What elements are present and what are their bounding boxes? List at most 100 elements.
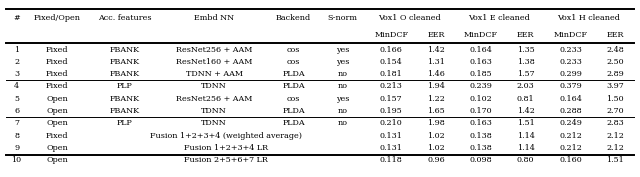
Text: FBANK: FBANK xyxy=(109,95,140,103)
Text: PLDA: PLDA xyxy=(282,70,305,78)
Text: 2: 2 xyxy=(14,58,19,66)
Text: 0.098: 0.098 xyxy=(470,156,492,164)
Text: cos: cos xyxy=(287,95,300,103)
Text: MinDCF: MinDCF xyxy=(464,31,498,39)
Text: 2.50: 2.50 xyxy=(607,58,624,66)
Text: cos: cos xyxy=(287,45,300,54)
Text: 0.160: 0.160 xyxy=(559,156,582,164)
Text: 0.96: 0.96 xyxy=(427,156,445,164)
Text: 10: 10 xyxy=(12,156,22,164)
Text: Vox1 H cleaned: Vox1 H cleaned xyxy=(557,14,620,22)
Text: EER: EER xyxy=(428,31,445,39)
Text: 0.379: 0.379 xyxy=(559,82,582,90)
Text: 0.157: 0.157 xyxy=(380,95,403,103)
Text: Fixed: Fixed xyxy=(46,58,68,66)
Text: 1.51: 1.51 xyxy=(606,156,624,164)
Text: 1.50: 1.50 xyxy=(607,95,624,103)
Text: Open: Open xyxy=(47,107,68,115)
Text: Vox1 O cleaned: Vox1 O cleaned xyxy=(378,14,441,22)
Text: 1.42: 1.42 xyxy=(516,107,534,115)
Text: 6: 6 xyxy=(14,107,19,115)
Text: PLP: PLP xyxy=(116,119,132,127)
Text: 0.210: 0.210 xyxy=(380,119,403,127)
Text: 2.12: 2.12 xyxy=(606,132,624,140)
Text: no: no xyxy=(337,107,348,115)
Text: Open: Open xyxy=(47,156,68,164)
Text: 2.70: 2.70 xyxy=(607,107,624,115)
Text: Open: Open xyxy=(47,95,68,103)
Text: 0.163: 0.163 xyxy=(469,58,492,66)
Text: S-norm: S-norm xyxy=(328,14,357,22)
Text: EER: EER xyxy=(607,31,624,39)
Text: MinDCF: MinDCF xyxy=(374,31,408,39)
Text: 1: 1 xyxy=(14,45,19,54)
Text: Fixed: Fixed xyxy=(46,70,68,78)
Text: 8: 8 xyxy=(14,132,19,140)
Text: 1.02: 1.02 xyxy=(427,132,445,140)
Text: 1.22: 1.22 xyxy=(427,95,445,103)
Text: ResNet256 + AAM: ResNet256 + AAM xyxy=(176,95,252,103)
Text: Fixed: Fixed xyxy=(46,82,68,90)
Text: 1.98: 1.98 xyxy=(427,119,445,127)
Text: 0.185: 0.185 xyxy=(470,70,492,78)
Text: Fixed/Open: Fixed/Open xyxy=(34,14,81,22)
Text: FBANK: FBANK xyxy=(109,58,140,66)
Text: 1.94: 1.94 xyxy=(427,82,445,90)
Text: 3.97: 3.97 xyxy=(606,82,624,90)
Text: Fixed: Fixed xyxy=(46,45,68,54)
Text: 0.164: 0.164 xyxy=(559,95,582,103)
Text: 0.166: 0.166 xyxy=(380,45,403,54)
Text: 0.233: 0.233 xyxy=(559,45,582,54)
Text: TDNN: TDNN xyxy=(201,119,227,127)
Text: 2.12: 2.12 xyxy=(606,144,624,152)
Text: MinDCF: MinDCF xyxy=(554,31,588,39)
Text: yes: yes xyxy=(336,95,349,103)
Text: PLP: PLP xyxy=(116,82,132,90)
Text: PLDA: PLDA xyxy=(282,119,305,127)
Text: 5: 5 xyxy=(14,95,19,103)
Text: Fixed: Fixed xyxy=(46,132,68,140)
Text: 0.212: 0.212 xyxy=(559,132,582,140)
Text: 0.163: 0.163 xyxy=(469,119,492,127)
Text: Fusion 2+5+6+7 LR: Fusion 2+5+6+7 LR xyxy=(184,156,268,164)
Text: 0.138: 0.138 xyxy=(470,132,492,140)
Text: Open: Open xyxy=(47,144,68,152)
Text: Backend: Backend xyxy=(276,14,311,22)
Text: 1.14: 1.14 xyxy=(516,144,534,152)
Text: 1.46: 1.46 xyxy=(427,70,445,78)
Text: 1.57: 1.57 xyxy=(517,70,534,78)
Text: 0.212: 0.212 xyxy=(559,144,582,152)
Text: 9: 9 xyxy=(14,144,19,152)
Text: no: no xyxy=(337,70,348,78)
Text: Embd NN: Embd NN xyxy=(194,14,234,22)
Text: PLDA: PLDA xyxy=(282,107,305,115)
Text: 0.233: 0.233 xyxy=(559,58,582,66)
Text: 4: 4 xyxy=(14,82,19,90)
Text: cos: cos xyxy=(287,58,300,66)
Text: TDNN + AAM: TDNN + AAM xyxy=(186,70,243,78)
Text: Vox1 E cleaned: Vox1 E cleaned xyxy=(468,14,530,22)
Text: 0.170: 0.170 xyxy=(470,107,492,115)
Text: 0.239: 0.239 xyxy=(469,82,492,90)
Text: FBANK: FBANK xyxy=(109,45,140,54)
Text: 1.14: 1.14 xyxy=(516,132,534,140)
Text: 0.102: 0.102 xyxy=(470,95,492,103)
Text: Fusion 1+2+3+4 (weighted average): Fusion 1+2+3+4 (weighted average) xyxy=(150,132,302,140)
Text: 0.154: 0.154 xyxy=(380,58,403,66)
Text: 1.38: 1.38 xyxy=(516,58,534,66)
Text: PLDA: PLDA xyxy=(282,82,305,90)
Text: 0.164: 0.164 xyxy=(469,45,492,54)
Text: #: # xyxy=(13,14,20,22)
Text: 0.213: 0.213 xyxy=(380,82,403,90)
Text: 1.02: 1.02 xyxy=(427,144,445,152)
Text: 0.181: 0.181 xyxy=(380,70,403,78)
Text: 7: 7 xyxy=(14,119,19,127)
Text: 0.288: 0.288 xyxy=(559,107,582,115)
Text: FBANK: FBANK xyxy=(109,107,140,115)
Text: no: no xyxy=(337,119,348,127)
Text: 0.249: 0.249 xyxy=(559,119,582,127)
Text: Open: Open xyxy=(47,119,68,127)
Text: EER: EER xyxy=(517,31,534,39)
Text: ResNet160 + AAM: ResNet160 + AAM xyxy=(176,58,252,66)
Text: FBANK: FBANK xyxy=(109,70,140,78)
